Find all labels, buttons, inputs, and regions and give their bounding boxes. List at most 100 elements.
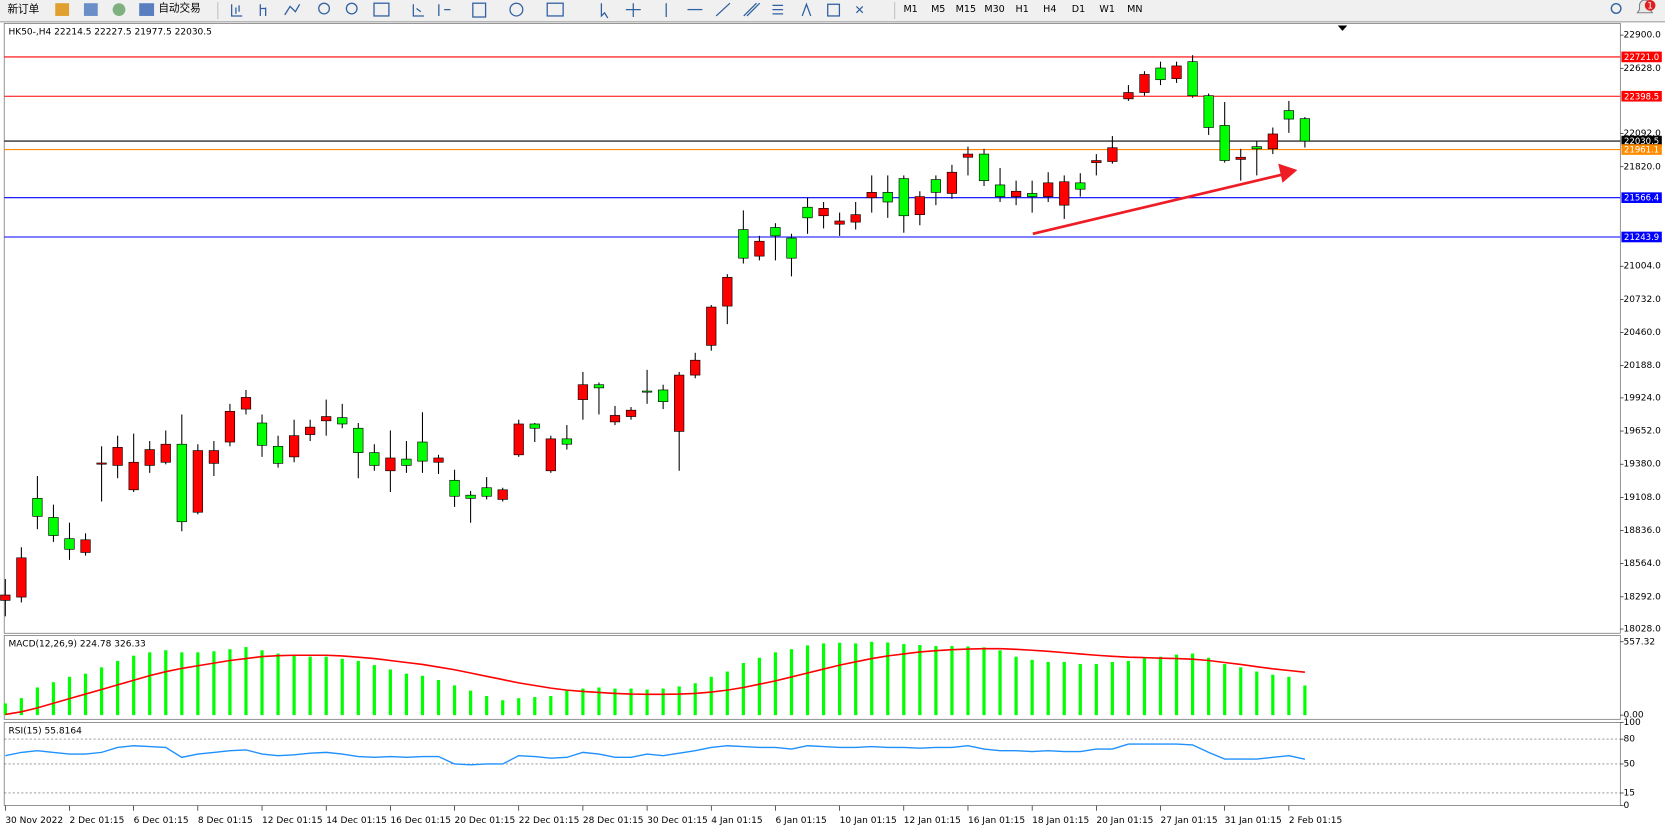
timeframe-button[interactable]: M15: [956, 4, 976, 15]
candle-body: [353, 427, 364, 453]
y-tick-label: 557.32: [1624, 637, 1656, 647]
candle-body: [834, 220, 845, 225]
macd-bar: [1062, 661, 1066, 716]
macd-bar: [918, 644, 922, 716]
timeframe-button[interactable]: H1: [1016, 4, 1029, 15]
icon[interactable]: [345, 2, 358, 15]
icon[interactable]: [373, 2, 390, 17]
level-tag: [1621, 51, 1662, 63]
candle-body: [481, 487, 492, 497]
macd-bar: [789, 649, 794, 716]
icon[interactable]: [139, 3, 155, 16]
auto-trading-button[interactable]: 自动交易: [158, 2, 200, 15]
timeframe-button[interactable]: M1: [903, 4, 917, 15]
y-tick-label: 18836.0: [1624, 526, 1662, 536]
x-tick-label: 2 Feb 01:15: [1289, 816, 1342, 826]
candle-body: [625, 409, 637, 417]
icon[interactable]: [546, 2, 564, 17]
macd-bar: [1287, 676, 1291, 716]
search-icon[interactable]: [1610, 3, 1622, 14]
level-label: 22398.5: [1624, 92, 1659, 102]
candle-body: [1267, 133, 1278, 150]
macd-bar: [629, 688, 633, 716]
candle-body: [160, 443, 171, 463]
candle-body: [658, 389, 669, 402]
macd-bar: [51, 682, 56, 716]
icon[interactable]: [230, 4, 243, 17]
macd-bar: [99, 667, 104, 716]
candle-body: [1027, 193, 1038, 197]
icon[interactable]: [772, 4, 784, 15]
candle-body: [513, 423, 524, 456]
icon[interactable]: [743, 2, 761, 17]
icon[interactable]: [259, 4, 267, 16]
macd-bar: [902, 644, 906, 716]
icon[interactable]: [318, 2, 331, 15]
icon[interactable]: [600, 3, 609, 19]
timeframe-button[interactable]: MN: [1127, 4, 1142, 15]
new-order-button[interactable]: 新订单: [7, 3, 39, 16]
icon[interactable]: [855, 5, 864, 14]
macd-bar: [725, 671, 729, 716]
macd-bar: [1030, 659, 1034, 716]
candle-body: [144, 449, 155, 466]
icon[interactable]: [715, 2, 731, 17]
icon[interactable]: [801, 2, 812, 17]
timeframe-button[interactable]: H4: [1043, 4, 1056, 15]
macd-bar: [870, 641, 874, 716]
toolbar: 新订单 自动交易: [0, 0, 1665, 23]
icon[interactable]: [625, 3, 641, 18]
macd-bar: [934, 646, 938, 716]
icon[interactable]: [83, 3, 98, 16]
x-tick-label: 22 Dec 01:15: [519, 816, 580, 826]
candle-body: [1139, 74, 1150, 93]
timeframe-button[interactable]: M30: [984, 4, 1004, 15]
icon[interactable]: [509, 2, 524, 17]
x-tick-label: 27 Jan 01:15: [1161, 816, 1218, 826]
macd-bar: [148, 652, 152, 716]
x-tick-label: 6 Jan 01:15: [775, 816, 826, 826]
timeframe-button[interactable]: W1: [1099, 4, 1115, 15]
macd-bar: [388, 669, 392, 716]
timeframe-button[interactable]: D1: [1072, 4, 1085, 15]
macd-bar: [1223, 664, 1227, 716]
x-tick-label: 4 Jan 01:15: [711, 816, 762, 826]
candle-body: [593, 384, 605, 389]
charts: 22900.0 22628.0 22092.0 21820.0 21004.0 20732…: [0, 22, 1662, 826]
level-tag: [1621, 90, 1662, 102]
macd-bar: [533, 697, 537, 716]
candle-body: [1011, 190, 1022, 197]
macd-bar: [485, 696, 489, 716]
macd-bar: [661, 688, 665, 716]
timeframe-button[interactable]: M5: [931, 4, 945, 15]
x-tick-label: 16 Jan 01:15: [968, 816, 1025, 826]
icon[interactable]: [472, 2, 487, 18]
icon[interactable]: [412, 4, 424, 17]
macd-bar: [838, 642, 842, 716]
x-tick-label: 8 Dec 01:15: [198, 816, 253, 826]
macd-bar: [854, 643, 858, 716]
candle-body: [930, 179, 941, 193]
level-tag: [1621, 192, 1662, 203]
macd-bar: [340, 658, 344, 716]
macd-bar: [1158, 656, 1163, 716]
indicator-line: [5, 743, 1306, 766]
icon[interactable]: [112, 3, 126, 16]
icon[interactable]: [827, 3, 841, 17]
x-tick-label: 12 Dec 01:15: [262, 816, 323, 826]
y-tick-label: 19924.0: [1624, 393, 1662, 403]
icon[interactable]: [55, 3, 70, 16]
candle-body: [208, 450, 219, 464]
x-tick-label: 16 Dec 01:15: [390, 816, 451, 826]
y-tick-label: 50: [1624, 759, 1636, 769]
macd-bar: [196, 652, 200, 716]
macd-bar: [67, 676, 72, 716]
macd-bar: [613, 688, 617, 716]
candle-body: [946, 171, 958, 194]
y-tick-label: 18564.0: [1624, 559, 1662, 569]
notification-badge[interactable]: [1644, 0, 1656, 11]
icon[interactable]: [284, 3, 301, 16]
y-tick-label: 21004.0: [1624, 262, 1662, 272]
icon[interactable]: [438, 4, 451, 16]
